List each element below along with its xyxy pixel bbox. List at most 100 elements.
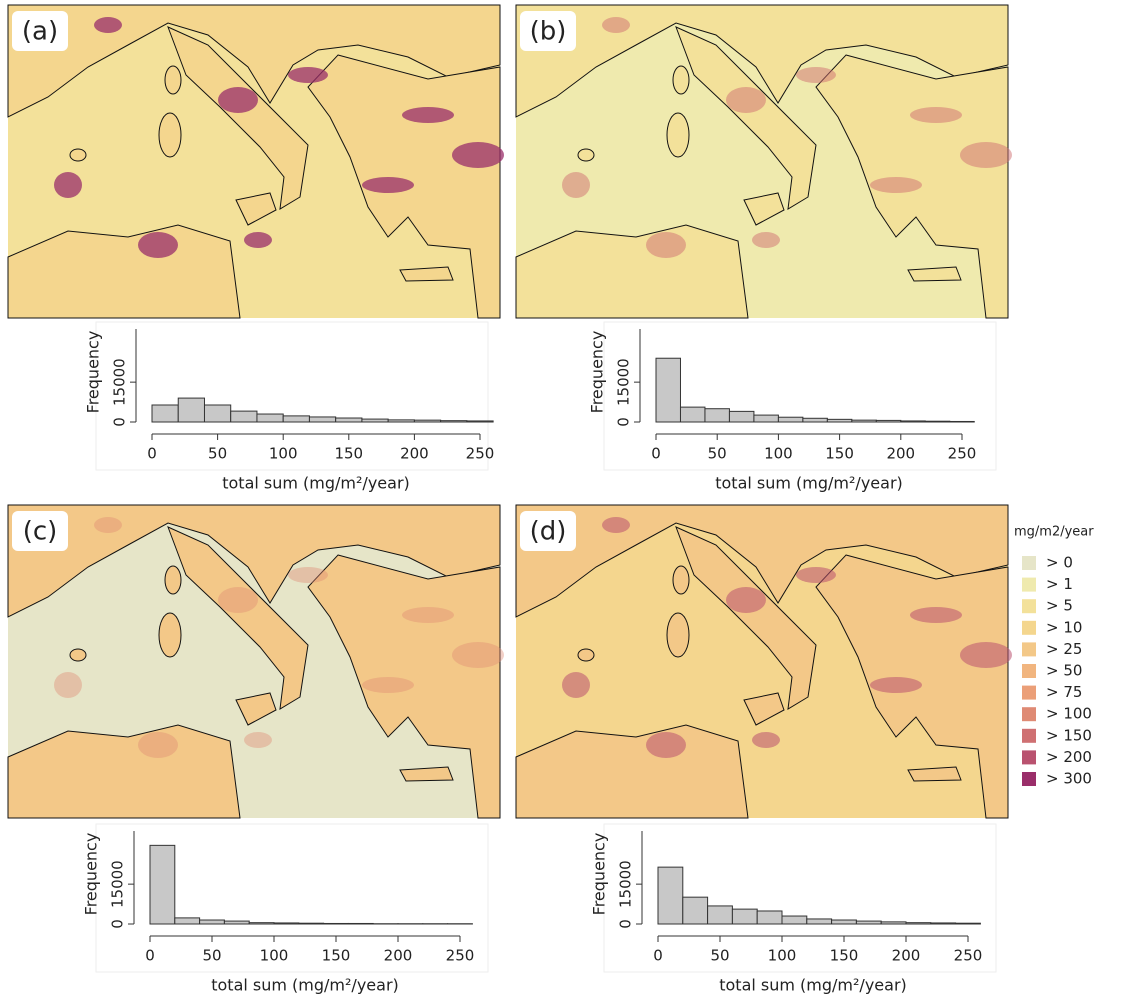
legend-swatch — [1022, 577, 1036, 592]
histogram-bar — [955, 922, 981, 925]
histogram-bar — [756, 910, 783, 925]
histogram-bar — [347, 922, 374, 925]
histogram-bar — [230, 410, 258, 423]
x-tick-label: 50 — [202, 947, 221, 965]
histogram-bar — [802, 417, 828, 423]
y-tick-label: 15000 — [111, 358, 129, 406]
map: (a) — [7, 4, 504, 319]
y-tick-label: 0 — [109, 919, 127, 929]
map-hotspot — [244, 232, 272, 248]
map-hotspot — [288, 567, 328, 583]
map: (b) — [515, 4, 1012, 319]
histogram-bar — [282, 415, 310, 423]
map-hotspot — [362, 177, 414, 193]
histogram-bar — [851, 419, 877, 423]
map-hotspot — [244, 732, 272, 748]
map-hotspot — [94, 17, 122, 33]
histogram-frame — [95, 823, 489, 973]
histogram-bar — [149, 844, 176, 925]
panel-label-box — [520, 511, 576, 551]
map-hotspot — [218, 587, 258, 613]
map-hotspot — [910, 607, 962, 623]
x-tick-label: 50 — [208, 445, 227, 463]
legend-label: > 75 — [1046, 683, 1082, 701]
map-hotspot — [54, 172, 82, 198]
panel-label-box — [12, 11, 68, 51]
x-tick-label: 200 — [892, 947, 921, 965]
y-tick-label: 0 — [111, 417, 129, 427]
histogram-bar — [387, 419, 415, 423]
x-tick-label: 100 — [269, 445, 298, 463]
histogram-bar — [273, 922, 300, 925]
panel-label: (c) — [23, 517, 58, 547]
y-axis-title: Frequency — [590, 833, 609, 916]
x-tick-label: 150 — [830, 947, 859, 965]
x-tick-label: 50 — [708, 445, 727, 463]
legend-label: > 1 — [1046, 575, 1073, 593]
x-tick-label: 100 — [260, 947, 289, 965]
map-hotspot — [960, 642, 1012, 668]
histogram-bar — [704, 408, 730, 423]
map-hotspot — [94, 517, 122, 533]
map-hotspot — [562, 172, 590, 198]
y-axis-title: Frequency — [588, 331, 607, 414]
x-tick-label: 250 — [948, 445, 977, 463]
y-tick-label: 15000 — [615, 358, 633, 406]
x-tick-label: 250 — [466, 445, 495, 463]
map-hotspot — [452, 142, 504, 168]
legend-label: > 200 — [1046, 748, 1092, 766]
histogram-bar — [413, 419, 442, 423]
map-hotspot — [752, 732, 780, 748]
histogram-bar — [323, 922, 349, 925]
histogram-frame — [95, 321, 489, 471]
map-hotspot — [870, 177, 922, 193]
map-hotspot — [562, 672, 590, 698]
map: (c) — [7, 504, 504, 819]
legend-label: > 150 — [1046, 726, 1092, 744]
legend-swatch — [1022, 750, 1036, 765]
histogram-bar — [655, 357, 681, 423]
histogram-bar — [199, 919, 225, 925]
histogram-bar — [930, 922, 957, 925]
panel-label: (d) — [530, 517, 567, 547]
histogram-bar — [466, 420, 494, 423]
map-hotspot — [960, 142, 1012, 168]
map-hotspot — [138, 232, 178, 258]
x-tick-label: 200 — [384, 947, 413, 965]
histogram-bar — [707, 905, 733, 925]
histogram-bar — [806, 918, 833, 925]
legend-label: > 300 — [1046, 770, 1092, 788]
y-tick-label: 0 — [615, 417, 633, 427]
map-hotspot — [910, 107, 962, 123]
map-hotspot — [796, 567, 836, 583]
y-axis-title: Frequency — [84, 331, 103, 414]
x-tick-label: 250 — [954, 947, 983, 965]
histogram-bar — [781, 915, 808, 925]
y-tick-label: 15000 — [617, 860, 635, 908]
legend-title: mg/m2/year — [1014, 525, 1094, 540]
legend-swatch — [1022, 620, 1036, 635]
histogram-bar — [256, 413, 284, 423]
y-tick-label: 0 — [617, 919, 635, 929]
legend-label: > 100 — [1046, 705, 1092, 723]
histogram-bar — [855, 920, 882, 925]
histogram-bar — [361, 418, 389, 423]
map-hotspot — [54, 672, 82, 698]
map-hotspot — [288, 67, 328, 83]
histogram-bar — [223, 920, 250, 925]
histogram-bar — [900, 420, 926, 423]
histogram-bar — [203, 404, 232, 423]
panel-label-box — [520, 11, 576, 51]
histogram-bar — [679, 406, 706, 423]
histogram-bar — [880, 921, 907, 925]
x-tick-label: 100 — [768, 947, 797, 965]
histogram-bar — [924, 420, 951, 423]
x-tick-label: 0 — [651, 445, 661, 463]
x-axis-title: total sum (mg/m²/year) — [222, 474, 410, 493]
x-tick-label: 0 — [147, 445, 157, 463]
histogram-frame — [603, 823, 997, 973]
histogram-bar — [308, 416, 337, 423]
histogram-bar — [949, 420, 975, 423]
panel-label-box — [12, 511, 68, 551]
